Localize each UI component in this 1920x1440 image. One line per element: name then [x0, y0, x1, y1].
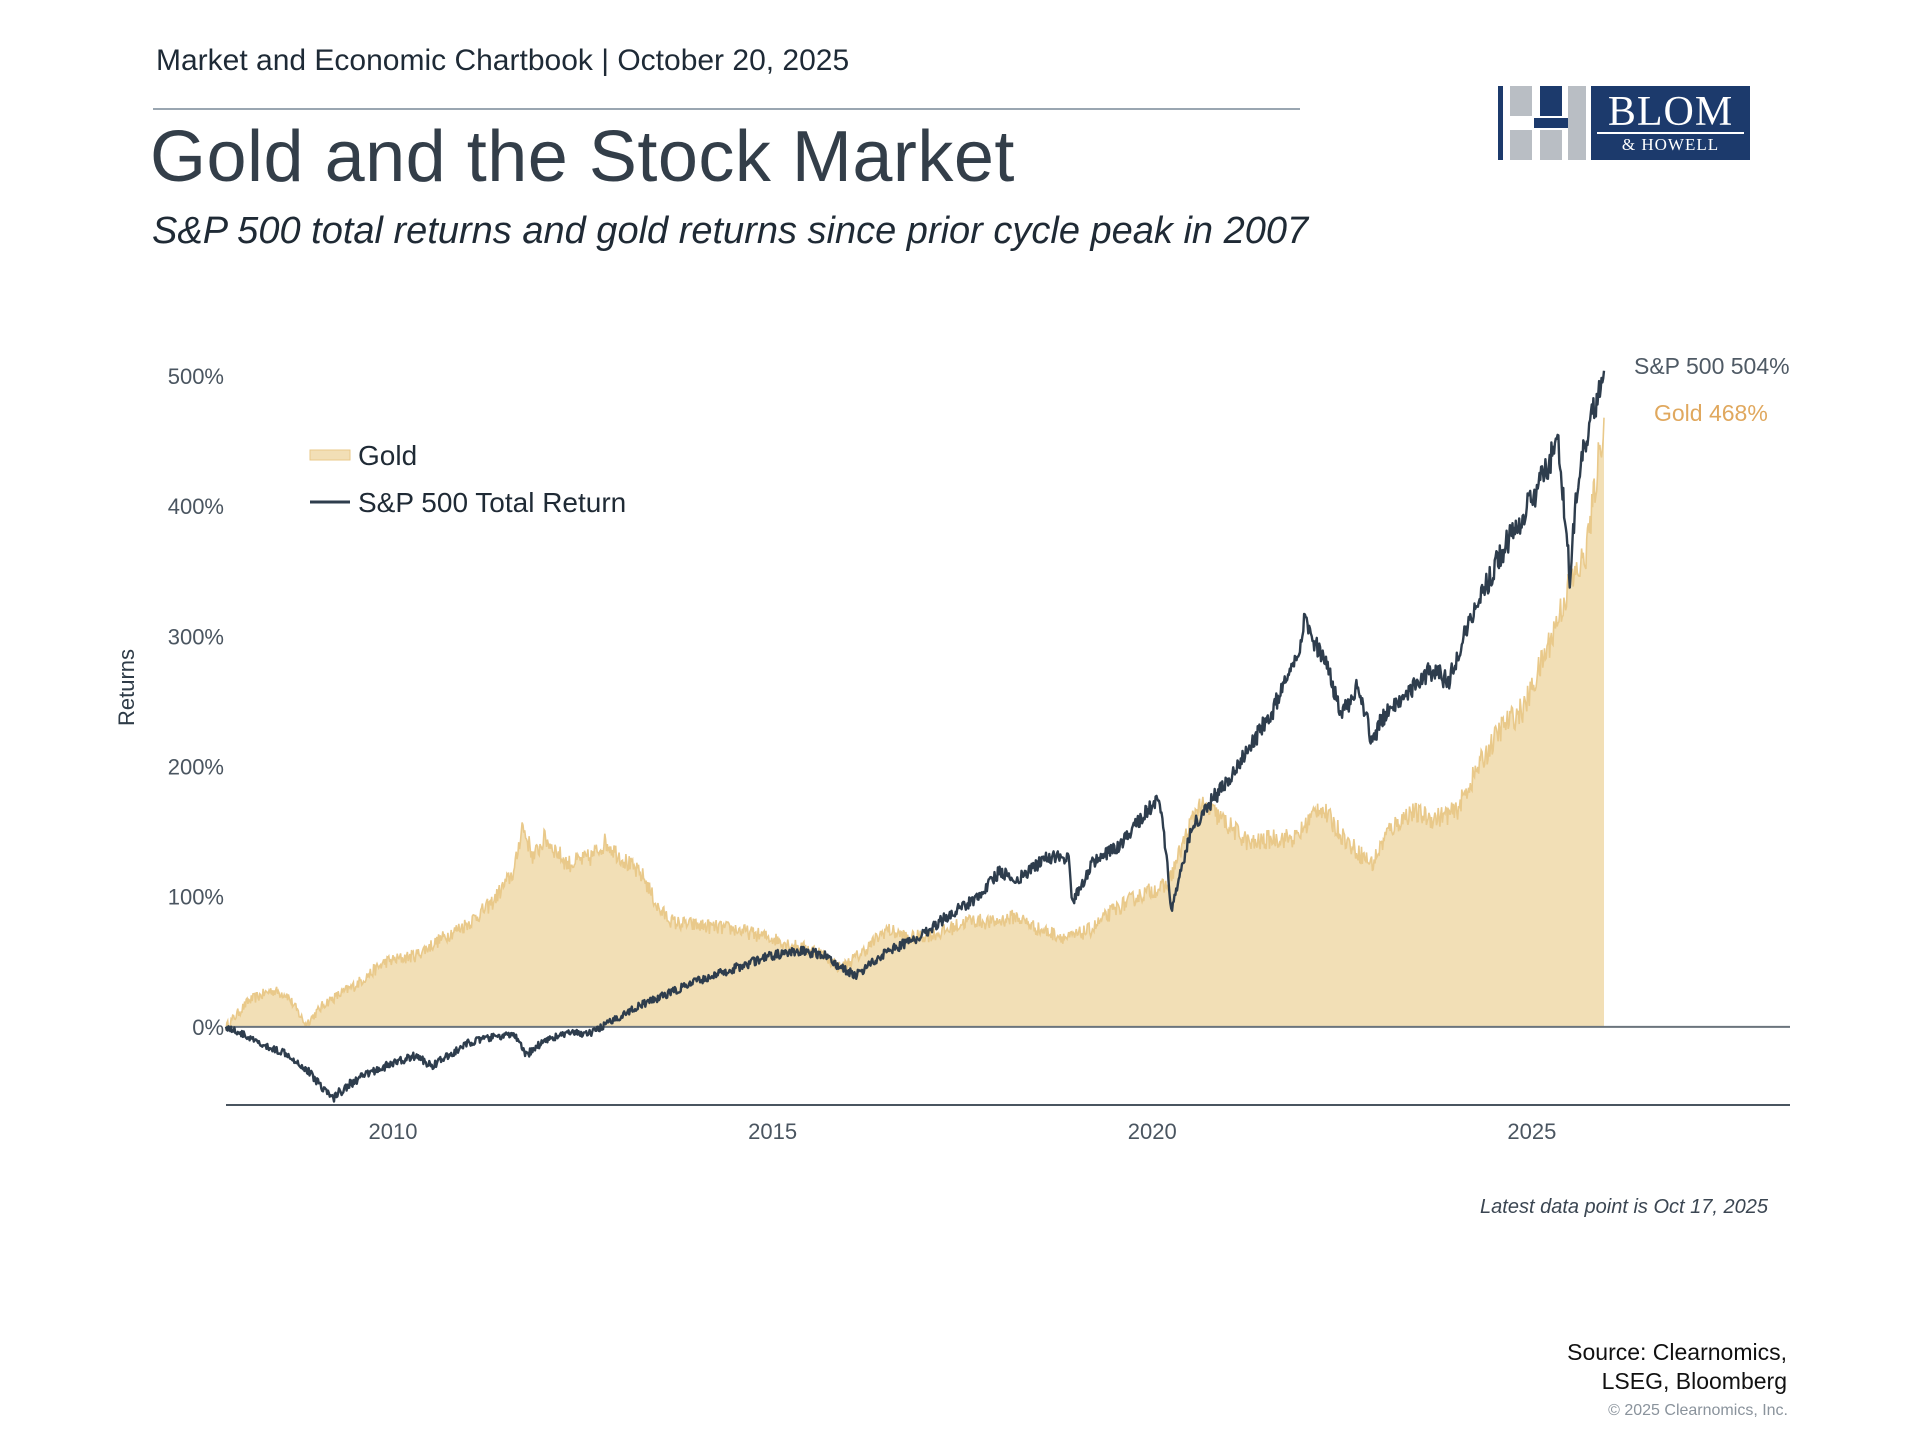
x-tick-label: 2025 — [1507, 1119, 1556, 1144]
x-tick-label: 2020 — [1128, 1119, 1177, 1144]
logo-subname: & HOWELL — [1597, 132, 1744, 156]
copyright: © 2025 Clearnomics, Inc. — [1608, 1402, 1788, 1419]
source-line-2: LSEG, Bloomberg — [1601, 1368, 1787, 1394]
legend-gold-swatch — [309, 449, 351, 461]
y-axis-label: Returns — [114, 649, 139, 726]
header-divider — [153, 108, 1300, 110]
gold-area — [226, 417, 1604, 1030]
y-tick-label: 100% — [168, 885, 224, 910]
y-tick-label: 500% — [168, 364, 224, 389]
y-tick-label: 200% — [168, 755, 224, 780]
latest-data-note: Latest data point is Oct 17, 2025 — [1480, 1196, 1768, 1218]
source-note: Source: Clearnomics, LSEG, Bloomberg — [1567, 1338, 1787, 1396]
sp500-end-label: S&P 500 504% — [1634, 353, 1790, 379]
company-logo: BLOM & HOWELL — [1498, 86, 1750, 160]
sp500-line — [224, 370, 1606, 1103]
y-tick-label: 300% — [168, 624, 224, 649]
x-tick-label: 2010 — [369, 1119, 418, 1144]
page-subtitle: S&P 500 total returns and gold returns s… — [152, 210, 1309, 252]
gold-end-label: Gold 468% — [1654, 400, 1768, 426]
x-tick-label: 2015 — [748, 1119, 797, 1144]
logo-mark-icon — [1498, 86, 1586, 160]
source-line-1: Source: Clearnomics, — [1567, 1339, 1787, 1365]
page-title: Gold and the Stock Market — [150, 117, 1015, 197]
y-tick-label: 0% — [192, 1015, 224, 1040]
logo-name: BLOM — [1607, 89, 1734, 135]
chartbook-header: Market and Economic Chartbook | October … — [156, 44, 850, 77]
y-tick-label: 400% — [168, 494, 224, 519]
legend-gold-label: Gold — [358, 440, 417, 471]
logo-wordmark: BLOM & HOWELL — [1591, 86, 1750, 160]
legend-sp500-label: S&P 500 Total Return — [358, 487, 626, 518]
